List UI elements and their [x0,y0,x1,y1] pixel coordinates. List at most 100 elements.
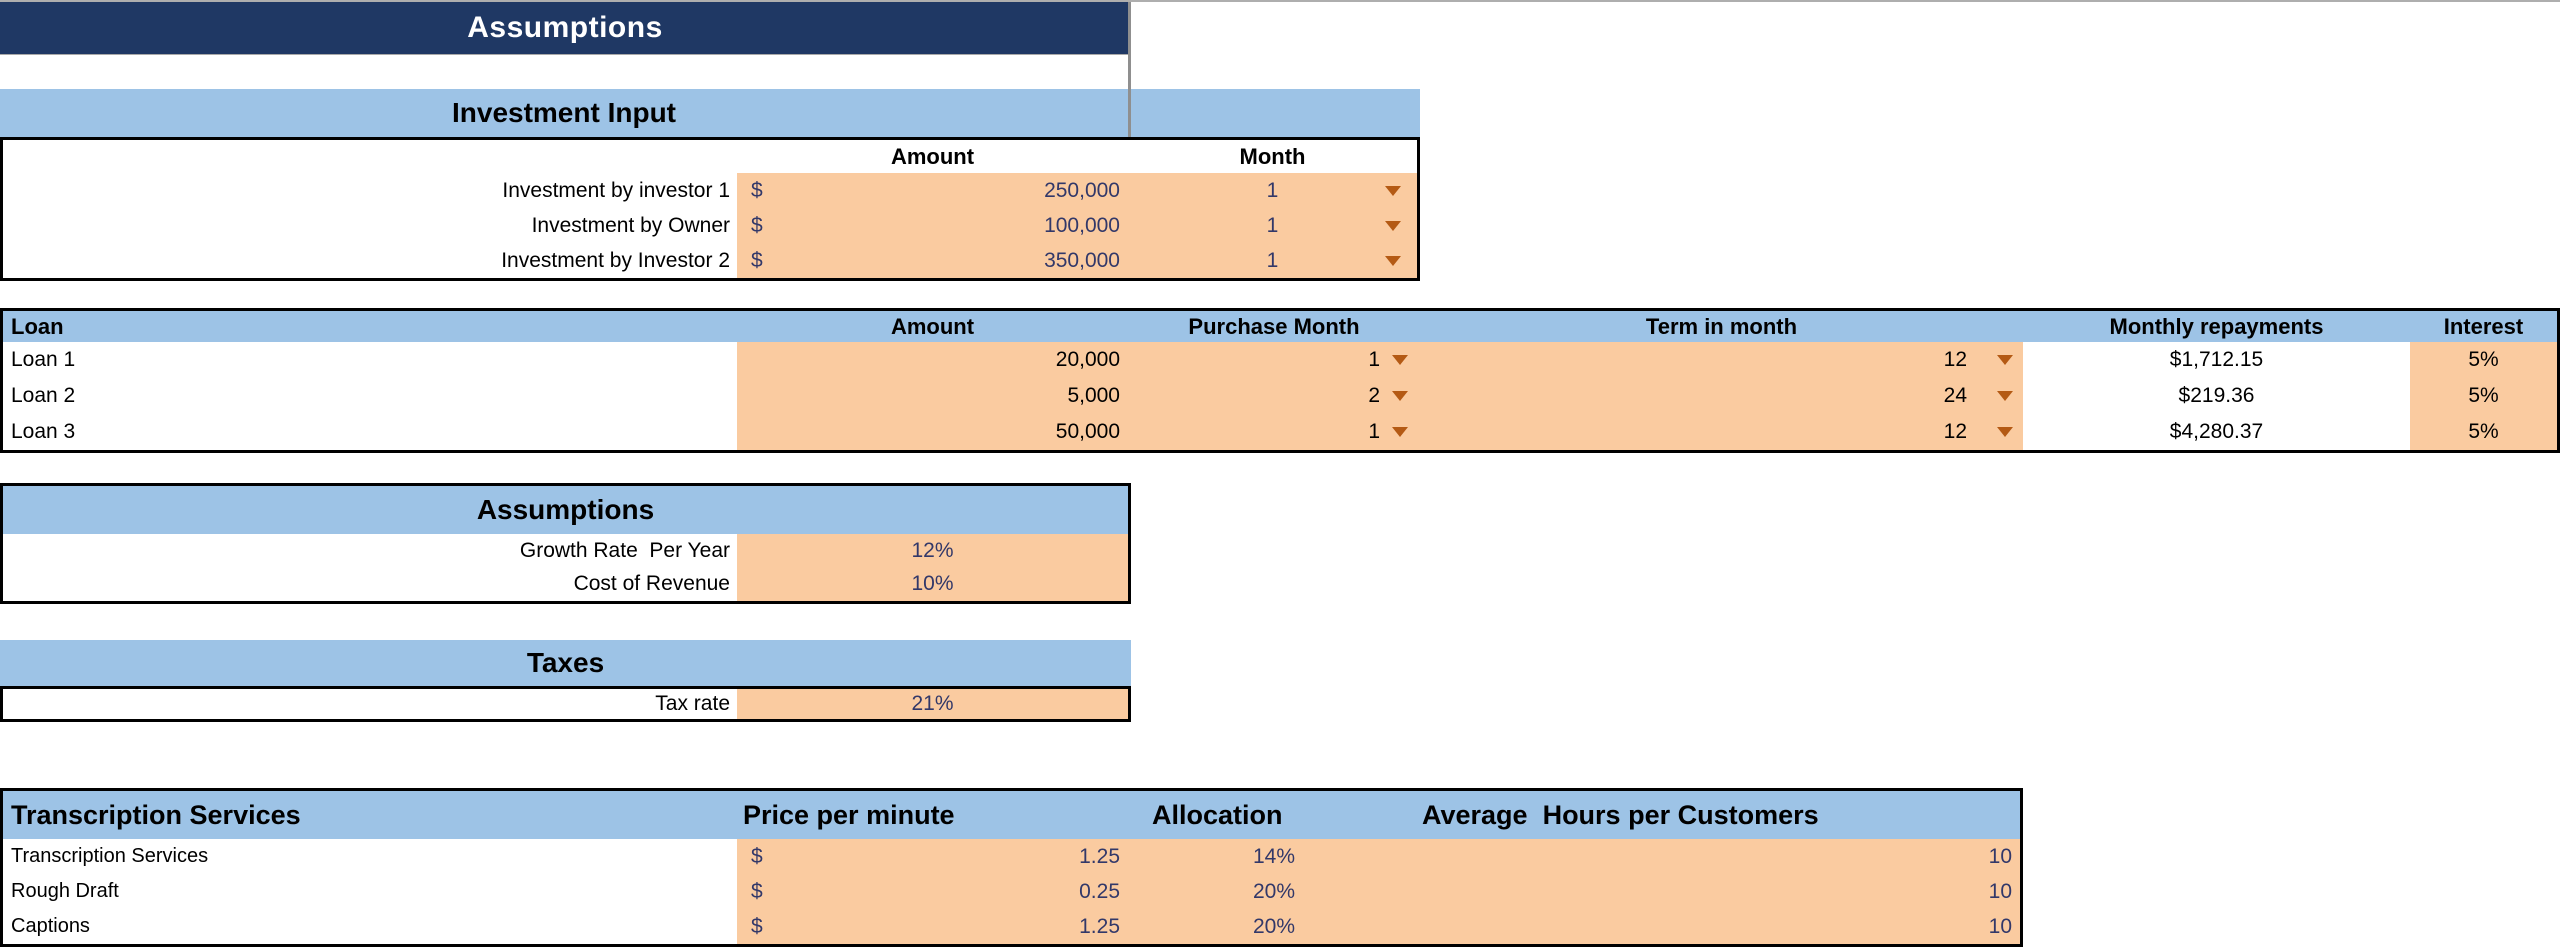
month-dropdown-cell[interactable]: 1 [1128,208,1417,243]
row-label: Cost of Revenue [573,572,730,595]
currency-symbol: $ [751,844,763,868]
term-value: 12 [1943,420,1967,443]
monthly-repayment-value: $4,280.37 [2169,420,2264,443]
top-gridline [0,0,2560,2]
amount-value: 250,000 [1044,178,1120,202]
column-header-month: Month [1239,143,1306,169]
sheet-title-bar: Assumptions [0,2,1130,55]
currency-symbol: $ [751,914,763,938]
row-label: Rough Draft [11,880,119,902]
investment-input-header: Investment Input [0,89,1420,137]
dropdown-arrow-icon[interactable] [1392,391,1408,401]
row-label: Loan 2 [11,384,76,407]
row-label: Growth Rate Per Year [519,538,730,562]
price-value: 1.25 [1079,914,1120,938]
row-label: Investment by Owner [531,213,730,237]
monthly-repayment-value: $1,712.15 [2169,348,2264,371]
purchase-month-dropdown-cell[interactable]: 1 [1128,414,1420,450]
loan-amount-input-cell[interactable]: 50,000 [737,414,1128,450]
assumptions-section-title: Assumptions [3,486,1128,534]
purchase-month-value: 2 [1368,384,1380,407]
column-header-amount: Amount [890,143,975,169]
sheet-title: Assumptions [467,11,663,44]
column-header-purchase-month: Purchase Month [1128,311,1420,342]
month-value: 1 [1266,213,1279,237]
dropdown-arrow-icon[interactable] [1385,185,1401,196]
allocation-input-cell[interactable]: 20% [1128,874,1420,909]
dropdown-arrow-icon[interactable] [1385,255,1401,266]
purchase-month-dropdown-cell[interactable]: 2 [1128,378,1420,414]
currency-symbol: $ [751,248,763,272]
avg-hours-input-cell[interactable]: 10 [1420,874,2020,909]
avg-hours-input-cell[interactable]: 10 [1420,909,2020,944]
column-header-average-hours: Average Hours per Customers [1420,791,2020,839]
interest-input-cell[interactable]: 5% [2410,342,2557,378]
allocation-input-cell[interactable]: 14% [1128,839,1420,874]
dropdown-arrow-icon[interactable] [1385,220,1401,231]
term-value: 24 [1943,384,1967,407]
column-header-repayments: Monthly repayments [2023,311,2410,342]
amount-input-cell[interactable]: $ 350,000 [737,243,1128,278]
month-value: 1 [1266,248,1279,272]
month-dropdown-cell[interactable]: 1 [1128,243,1417,278]
row-label: Loan 1 [11,348,76,371]
taxes-section-title: Taxes [0,640,1131,686]
amount-value: 100,000 [1044,213,1120,237]
growth-rate-input-cell[interactable]: 12% [737,534,1128,567]
tax-rate-input-cell[interactable]: 21% [737,689,1128,719]
avg-hours-input-cell[interactable]: 10 [1420,839,2020,874]
spacer-cell [3,140,737,173]
currency-symbol: $ [751,178,763,202]
price-value: 0.25 [1079,879,1120,903]
purchase-month-value: 1 [1368,348,1380,371]
amount-value: 350,000 [1044,248,1120,272]
column-header-allocation: Allocation [1128,791,1420,839]
interest-input-cell[interactable]: 5% [2410,378,2557,414]
dropdown-arrow-icon[interactable] [1997,427,2013,437]
assumptions-table: Assumptions Growth Rate Per Year 12% Cos… [0,483,1131,604]
investment-input-table: Amount Month Investment by investor 1 $ … [0,137,1420,281]
column-header-interest: Interest [2410,311,2557,342]
amount-input-cell[interactable]: $ 100,000 [737,208,1128,243]
amount-input-cell[interactable]: $ 250,000 [737,173,1128,208]
row-label: Investment by investor 1 [502,178,730,202]
term-value: 12 [1943,348,1967,371]
monthly-repayment-value: $219.36 [2178,384,2255,407]
dropdown-arrow-icon[interactable] [1392,427,1408,437]
transcription-services-table: Transcription Services Price per minute … [0,788,2023,947]
row-label: Investment by Investor 2 [501,248,730,272]
loan-amount-input-cell[interactable]: 20,000 [737,342,1128,378]
price-input-cell[interactable]: $ 1.25 [737,909,1128,944]
currency-symbol: $ [751,879,763,903]
allocation-input-cell[interactable]: 20% [1128,909,1420,944]
month-dropdown-cell[interactable]: 1 [1128,173,1417,208]
month-value: 1 [1266,178,1279,202]
column-gridline [1128,2,1131,137]
currency-symbol: $ [751,213,763,237]
column-header-loan: Loan [3,311,737,342]
dropdown-arrow-icon[interactable] [1392,355,1408,365]
interest-input-cell[interactable]: 5% [2410,414,2557,450]
dropdown-arrow-icon[interactable] [1997,391,2013,401]
purchase-month-dropdown-cell[interactable]: 1 [1128,342,1420,378]
row-label: Loan 3 [11,420,76,443]
term-dropdown-cell[interactable]: 24 [1420,378,2023,414]
dropdown-arrow-icon[interactable] [1997,355,2013,365]
term-dropdown-cell[interactable]: 12 [1420,414,2023,450]
column-header-amount: Amount [737,311,1128,342]
column-header-term: Term in month [1420,311,2023,342]
purchase-month-value: 1 [1368,420,1380,443]
cost-of-revenue-input-cell[interactable]: 10% [737,567,1128,601]
row-label: Transcription Services [11,845,209,867]
taxes-table: Tax rate 21% [0,686,1131,722]
row-label: Captions [11,915,90,937]
investment-input-title: Investment Input [451,97,676,128]
term-dropdown-cell[interactable]: 12 [1420,342,2023,378]
column-header-price-per-minute: Price per minute [737,791,1128,839]
price-value: 1.25 [1079,844,1120,868]
loan-amount-input-cell[interactable]: 5,000 [737,378,1128,414]
price-input-cell[interactable]: $ 0.25 [737,874,1128,909]
row-label: Tax rate [655,692,730,715]
price-input-cell[interactable]: $ 1.25 [737,839,1128,874]
